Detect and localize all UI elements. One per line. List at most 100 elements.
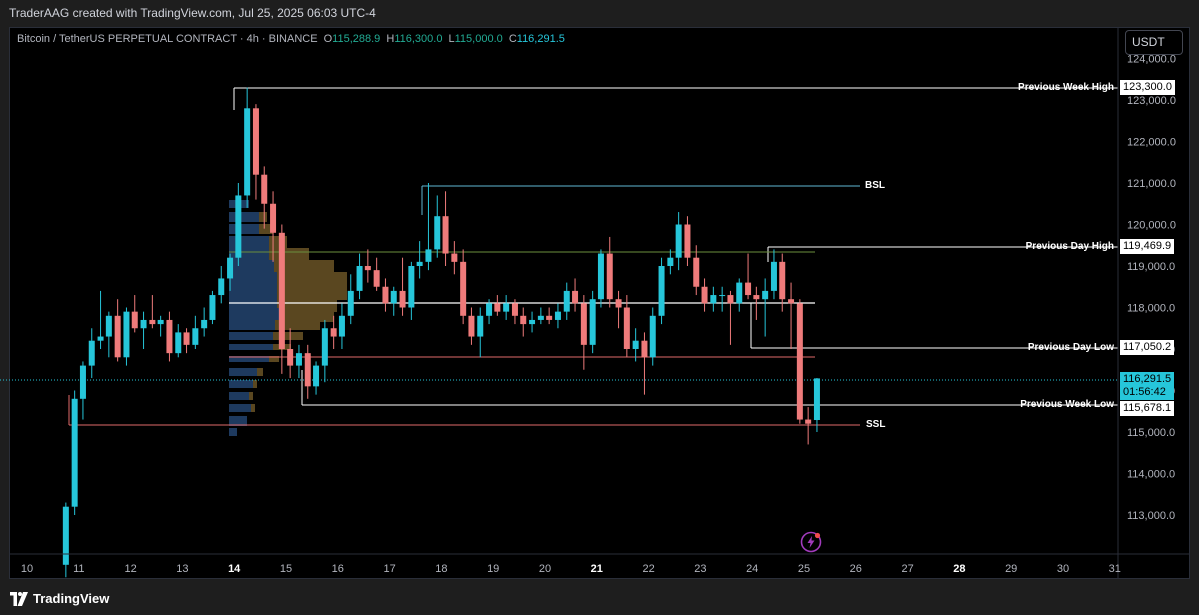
time-tick-label: 17	[383, 563, 395, 575]
candles	[62, 87, 820, 578]
candle-body	[779, 261, 786, 300]
time-tick-label: 20	[539, 563, 551, 575]
candle-body	[416, 261, 423, 266]
candle-body	[597, 253, 604, 300]
candle-body	[235, 195, 242, 258]
price-axis[interactable]: 124,000.0 123,000.0 122,000.0 121,000.0 120,…	[1127, 54, 1176, 523]
candle-body	[364, 266, 371, 271]
prev-week-high-price-tag: 123,300.0	[1120, 80, 1175, 95]
volume-profile-bar	[229, 392, 249, 400]
time-tick-label: 25	[798, 563, 810, 575]
candle-body	[762, 290, 769, 300]
volume-profile-bar	[229, 332, 273, 340]
price-tick-label: 120,000.0	[1127, 220, 1176, 232]
candle-body	[183, 332, 190, 345]
time-tick-label: 15	[280, 563, 292, 575]
candle-body	[494, 303, 501, 312]
candle-body	[209, 295, 216, 320]
prev-day-high-price-tag: 119,469.9	[1120, 239, 1175, 254]
time-tick-label: 26	[850, 563, 862, 575]
candle-body	[79, 365, 86, 399]
candle-body	[270, 203, 277, 233]
candle-body	[131, 311, 138, 329]
price-tick-label: 114,000.0	[1127, 469, 1175, 481]
price-tick-label: 119,000.0	[1127, 261, 1175, 273]
candle-body	[71, 398, 78, 507]
currency-button[interactable]: USDT	[1125, 30, 1183, 55]
time-axis[interactable]: 10 11 12 13 14 15 16 17 18 19 20 21 22 23 24 25 26 27 28 29…	[21, 563, 1121, 575]
candle-body	[356, 266, 363, 291]
candle-body	[347, 290, 354, 316]
candle-body	[434, 216, 441, 250]
prev-day-low-price-tag: 117,050.2	[1120, 340, 1175, 355]
high-key: H	[386, 33, 395, 45]
candle-body	[244, 108, 251, 196]
bar-countdown: 01:56:42	[1123, 386, 1166, 398]
open-key: O	[323, 33, 333, 45]
volume-profile-bar	[259, 212, 267, 222]
candle-body	[632, 340, 639, 349]
candle-body	[88, 340, 95, 366]
volume-profile-bar	[229, 308, 279, 322]
candle-body	[468, 315, 475, 337]
volume-profile-bar	[269, 248, 309, 262]
time-tick-label: 16	[332, 563, 344, 575]
candle-body	[227, 257, 234, 279]
candle-body	[192, 328, 199, 345]
candle-body	[796, 303, 803, 420]
candle-body	[460, 261, 467, 316]
candle-body	[166, 319, 173, 354]
volume-profile-bar	[229, 428, 237, 436]
volume-profile-bar	[229, 248, 269, 262]
volume-profile-bar	[251, 404, 255, 412]
time-tick-label: 24	[746, 563, 758, 575]
candle-body	[201, 319, 208, 329]
time-tick-label: 14	[228, 563, 241, 575]
volume-profile-bar	[229, 404, 251, 412]
candle-body	[554, 311, 561, 320]
volume-profile-bar	[279, 308, 334, 322]
candle-body	[175, 332, 182, 354]
bsl-label: BSL	[865, 180, 885, 191]
time-tick-label: 13	[176, 563, 188, 575]
level-lines	[0, 87, 1118, 426]
volume-profile-bar	[229, 224, 259, 234]
candle-body	[710, 295, 717, 304]
time-tick-label: 11	[73, 563, 84, 575]
volume-profile-bar	[274, 260, 334, 275]
ssl-label: SSL	[866, 419, 886, 430]
low-key: L	[448, 33, 455, 45]
time-tick-label: 30	[1057, 563, 1069, 575]
candle-body	[252, 108, 259, 175]
candle-body	[658, 266, 665, 316]
close-key: C	[508, 33, 517, 45]
candle-body	[390, 290, 397, 304]
volume-profile-bar	[229, 368, 257, 376]
candle-body	[520, 315, 527, 325]
current-price: 116,291.5	[1123, 373, 1172, 385]
open-value: 115,288.9	[332, 33, 381, 45]
candle-body	[114, 315, 121, 358]
candle-body	[140, 319, 147, 329]
time-tick-label: 22	[642, 563, 654, 575]
symbol-name: Bitcoin / TetherUS PERPETUAL CONTRACT · …	[17, 33, 318, 45]
time-tick-label: 27	[901, 563, 913, 575]
candle-body	[537, 315, 544, 320]
candle-body	[261, 174, 268, 204]
candle-body	[157, 319, 164, 325]
price-tick-label: 124,000.0	[1127, 54, 1176, 66]
candle-body	[304, 353, 311, 387]
candle-body	[546, 315, 553, 320]
lightning-icon[interactable]	[800, 531, 822, 553]
footer-brand: TradingView	[0, 583, 1199, 615]
time-tick-label: 23	[694, 563, 706, 575]
volume-profile-bar	[269, 356, 279, 362]
candle-body	[503, 303, 510, 312]
candle-body	[788, 299, 795, 304]
time-tick-label: 29	[1005, 563, 1017, 575]
candle-body	[97, 336, 104, 341]
candle-body	[736, 282, 743, 304]
candle-body	[338, 315, 345, 337]
symbol-legend[interactable]: Bitcoin / TetherUS PERPETUAL CONTRACT · …	[17, 33, 568, 45]
